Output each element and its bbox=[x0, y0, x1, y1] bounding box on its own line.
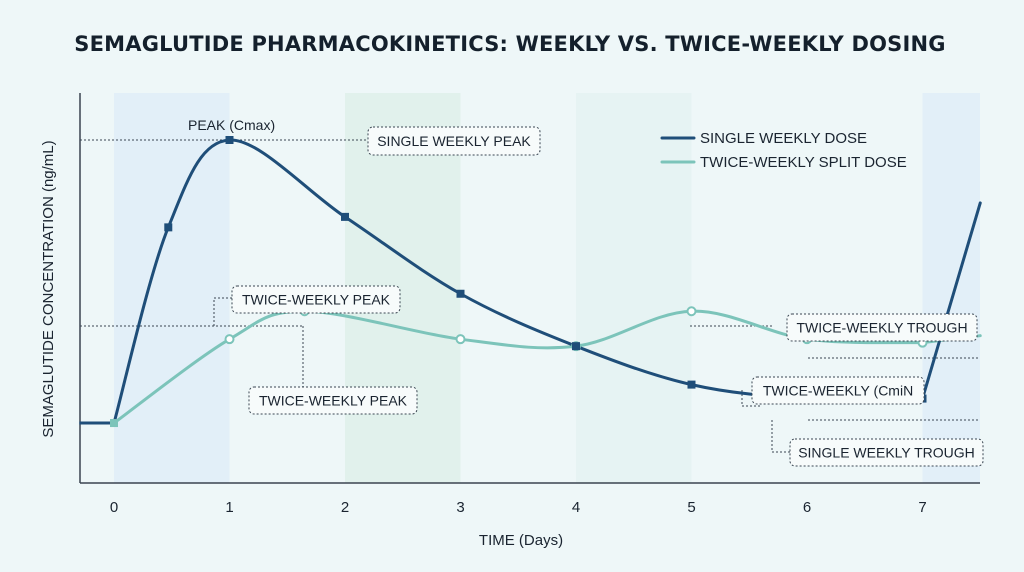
data-point-single-weekly bbox=[687, 380, 696, 389]
x-tick-label: 2 bbox=[341, 499, 349, 516]
data-point-single-weekly bbox=[225, 136, 234, 144]
chart-title: SEMAGLUTIDE PHARMACOKINETICS: WEEKLY VS.… bbox=[74, 32, 945, 56]
annotation-leader bbox=[741, 390, 760, 407]
annotation-box bbox=[248, 386, 418, 415]
x-tick-label: 4 bbox=[572, 499, 580, 516]
day-band bbox=[114, 93, 230, 483]
annotation-label: SINGLE WEEKLY TROUGH bbox=[798, 445, 975, 461]
day-band bbox=[922, 93, 980, 483]
annotation-box bbox=[231, 285, 401, 314]
x-tick-label: 1 bbox=[225, 499, 233, 516]
x-tick-label: 7 bbox=[918, 499, 926, 516]
x-tick-label: 3 bbox=[456, 499, 464, 516]
x-axis-title: TIME (Days) bbox=[479, 532, 563, 549]
data-point-twice-weekly bbox=[455, 334, 466, 345]
annotation-leader bbox=[213, 297, 232, 326]
data-point-twice-weekly bbox=[110, 419, 118, 428]
data-point-twice-weekly bbox=[224, 334, 235, 345]
x-tick-label: 0 bbox=[110, 499, 118, 516]
annotation-label: SINGLE WEEKLY PEAK bbox=[377, 133, 531, 149]
annotation-label: TWICE-WEEKLY PEAK bbox=[242, 292, 391, 308]
x-tick-label: 5 bbox=[687, 499, 695, 516]
annotation-leader bbox=[771, 420, 790, 453]
data-point-single-weekly bbox=[164, 223, 173, 232]
x-axis-ticks: 0 1 2 3 4 5 6 7 bbox=[110, 499, 927, 516]
annotation-box bbox=[751, 376, 925, 405]
legend-label-twice-weekly: TWICE-WEEKLY SPLIT DOSE bbox=[700, 154, 907, 171]
data-point-single-weekly bbox=[572, 342, 580, 351]
day-bands bbox=[114, 93, 980, 483]
x-tick-label: 6 bbox=[803, 499, 811, 516]
day-band bbox=[576, 93, 692, 483]
data-point-twice-weekly bbox=[686, 306, 697, 317]
legend: SINGLE WEEKLY DOSE TWICE-WEEKLY SPLIT DO… bbox=[660, 130, 907, 171]
annotation-label: PEAK (Cmax) bbox=[188, 117, 275, 133]
data-point-single-weekly bbox=[341, 212, 349, 221]
legend-label-single-weekly: SINGLE WEEKLY DOSE bbox=[700, 130, 867, 147]
annotation-box bbox=[786, 313, 978, 342]
annotation-label: TWICE-WEEKLY TROUGH bbox=[796, 320, 967, 336]
annotations: PEAK (Cmax) SINGLE WEEKLY PEAK TWICE-WEEKL… bbox=[188, 117, 984, 467]
annotation-box bbox=[367, 126, 541, 156]
annotation-box bbox=[789, 438, 984, 467]
annotation-label: TWICE-WEEKLY PEAK bbox=[259, 393, 408, 409]
series-line-single-weekly-redose bbox=[921, 201, 982, 401]
annotation-label: TWICE-WEEKLY (CmiN bbox=[763, 383, 913, 399]
y-axis-title: SEMAGLUTIDE CONCENTRATION (ng/mL) bbox=[40, 140, 57, 437]
data-point-single-weekly bbox=[456, 289, 465, 298]
